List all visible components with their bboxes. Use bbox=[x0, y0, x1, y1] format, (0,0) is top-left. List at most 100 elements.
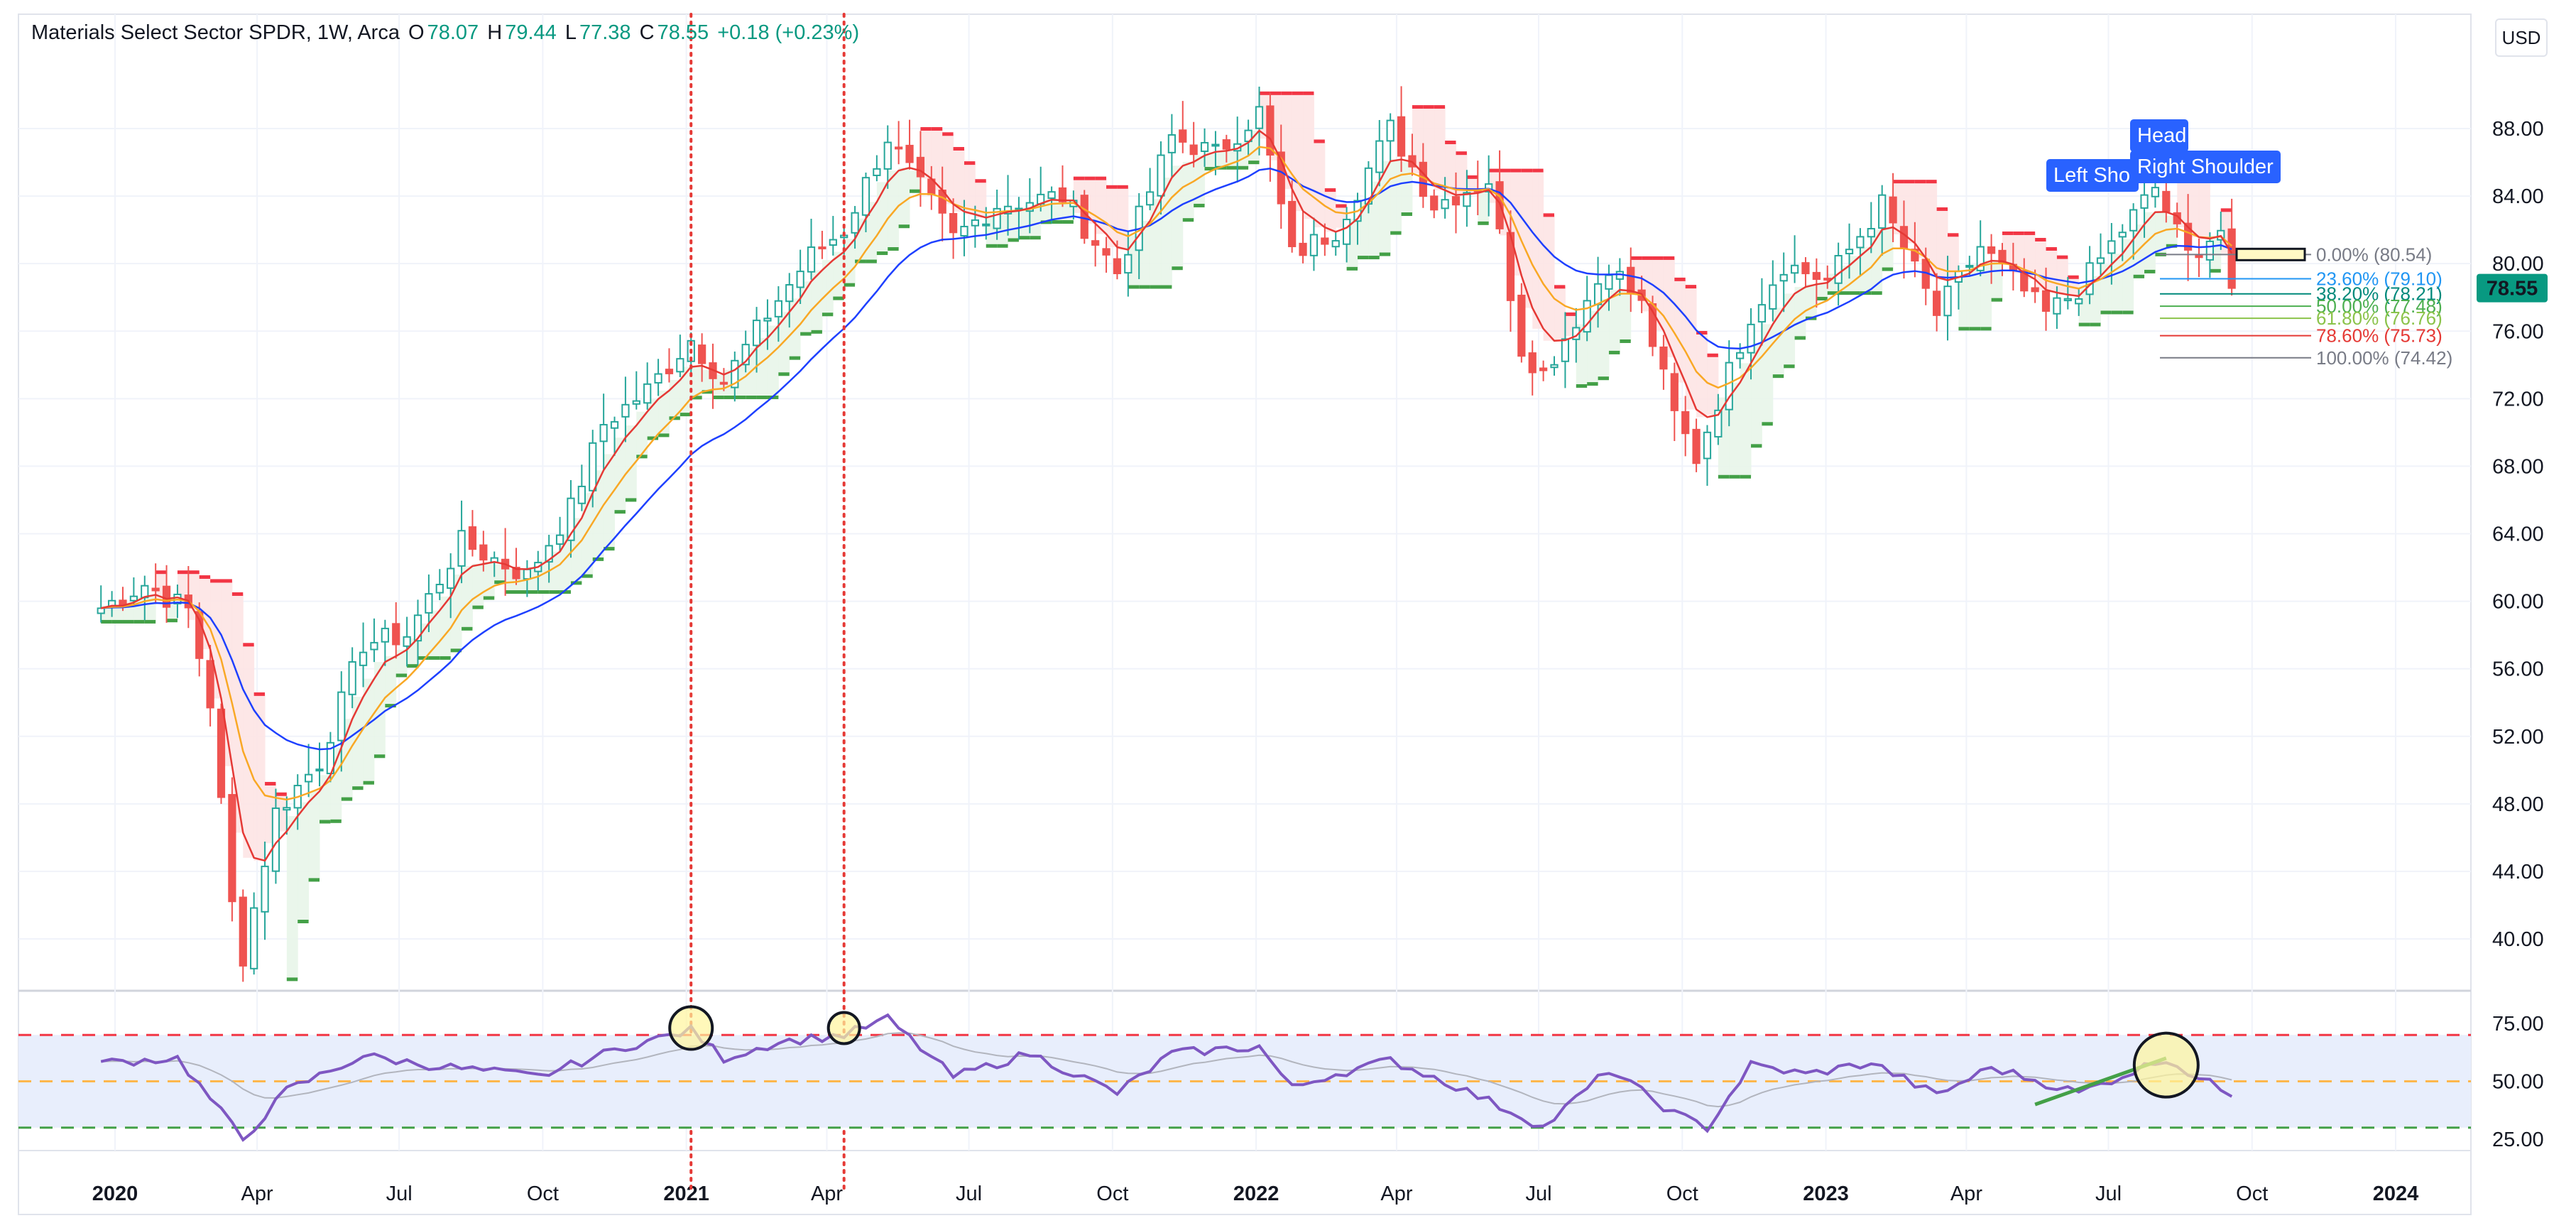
stop-band-fill-up bbox=[373, 662, 386, 756]
stop-band-fill-up bbox=[582, 493, 594, 577]
stop-band-fill-up bbox=[363, 678, 375, 783]
stop-band-fill-up bbox=[614, 437, 626, 512]
candle-body bbox=[1736, 352, 1745, 359]
time-tick-label: 2023 bbox=[1803, 1183, 1849, 1205]
stop-band-fill-up bbox=[385, 656, 397, 706]
stop-band-fill-down bbox=[1445, 142, 1457, 195]
rsi-tick-label: 75.00 bbox=[2492, 1013, 2544, 1036]
time-tick-label: Oct bbox=[1096, 1183, 1128, 1205]
stop-band-fill-up bbox=[625, 425, 637, 500]
candle-body bbox=[97, 607, 105, 614]
candle-body bbox=[1790, 264, 1799, 274]
candle-body bbox=[261, 865, 269, 913]
candle-body bbox=[370, 641, 378, 651]
candle-body bbox=[1593, 283, 1603, 305]
stop-band-fill-down bbox=[2046, 249, 2058, 293]
candle-body bbox=[2085, 262, 2094, 295]
stop-band-fill-up bbox=[298, 802, 310, 922]
stop-band-fill-down bbox=[1456, 153, 1468, 195]
candle-body bbox=[315, 768, 324, 772]
stop-band-fill-up bbox=[1160, 178, 1172, 288]
stop-band-fill-down bbox=[1948, 234, 1959, 278]
candle-body bbox=[796, 271, 804, 288]
candle-body bbox=[1167, 134, 1176, 153]
candle-body bbox=[1714, 409, 1723, 437]
rsi-highlight-circle bbox=[826, 1011, 861, 1045]
candle-body bbox=[151, 587, 160, 592]
candle-body bbox=[1583, 300, 1591, 333]
price-tick-label: 52.00 bbox=[2492, 726, 2544, 749]
candle-body bbox=[1757, 304, 1767, 323]
close-label: C bbox=[639, 21, 655, 44]
candle-body bbox=[1179, 129, 1187, 143]
stop-band-fill-down bbox=[942, 134, 954, 205]
price-tick-label: 72.00 bbox=[2492, 388, 2544, 411]
stop-band-fill-up bbox=[1740, 363, 1752, 477]
rsi-ma-line bbox=[101, 1032, 2232, 1108]
stop-band-fill-down bbox=[1314, 141, 1326, 228]
candle-body bbox=[589, 442, 597, 491]
stop-band-fill-up bbox=[1882, 227, 1894, 270]
candle-body bbox=[960, 225, 968, 237]
time-tick-label: 2021 bbox=[663, 1183, 709, 1205]
candle-body bbox=[1747, 323, 1755, 354]
candle-body bbox=[1605, 274, 1613, 290]
stop-band-fill-down bbox=[1685, 286, 1697, 410]
stop-band-fill-up bbox=[756, 337, 768, 398]
candle-body bbox=[1943, 286, 1952, 317]
candle-body bbox=[2041, 290, 2051, 312]
candle-body bbox=[283, 807, 291, 811]
candle-body bbox=[2227, 228, 2236, 289]
candle-body bbox=[993, 207, 1001, 229]
candle-body bbox=[577, 485, 586, 504]
candle-body bbox=[643, 383, 652, 404]
candle-body bbox=[2107, 240, 2116, 254]
time-tick-label: Apr bbox=[241, 1183, 273, 1205]
stop-band-fill-up bbox=[669, 379, 681, 418]
stop-band-fill-up bbox=[767, 325, 779, 398]
pattern-label-text: Left Sho bbox=[2053, 164, 2130, 187]
stop-band-fill-down bbox=[2013, 233, 2025, 273]
stop-band-fill-down bbox=[2024, 233, 2036, 280]
stop-band-fill-up bbox=[778, 312, 790, 374]
price-tick-label: 68.00 bbox=[2492, 455, 2544, 478]
stop-band-fill-down bbox=[2198, 174, 2210, 239]
stop-band-fill-down bbox=[1106, 187, 1118, 248]
candle-body bbox=[1976, 246, 1985, 271]
time-tick-label: 2024 bbox=[2373, 1183, 2419, 1205]
candle-body bbox=[1058, 187, 1067, 202]
candle-body bbox=[1965, 264, 1974, 268]
candle-body bbox=[1550, 364, 1559, 369]
candle-body bbox=[2151, 187, 2160, 197]
stop-band-fill-up bbox=[1860, 246, 1872, 293]
candle-body bbox=[129, 595, 138, 602]
candle-body bbox=[2129, 209, 2138, 232]
stop-band-fill-up bbox=[2155, 212, 2167, 255]
stop-band-fill-up bbox=[844, 239, 856, 286]
stop-band-fill-up bbox=[1172, 165, 1184, 268]
candle-body bbox=[1255, 106, 1264, 129]
ema-mid-line bbox=[101, 146, 2233, 801]
stop-band-fill-down bbox=[953, 148, 965, 212]
stop-band-fill-down bbox=[1926, 181, 1938, 278]
candle-body bbox=[1397, 116, 1406, 157]
candle-body bbox=[1222, 139, 1230, 150]
currency-button[interactable]: USD bbox=[2495, 18, 2548, 57]
price-tick-label: 40.00 bbox=[2492, 928, 2544, 951]
candle-body bbox=[621, 403, 630, 418]
candle-body bbox=[1670, 373, 1679, 411]
price-tick-label: 56.00 bbox=[2492, 658, 2544, 681]
candle-body bbox=[741, 344, 750, 366]
candle-body bbox=[1277, 151, 1285, 205]
candle-body bbox=[1769, 284, 1777, 310]
stop-band-fill-up bbox=[462, 566, 473, 629]
candle-body bbox=[2118, 232, 2127, 238]
candle-body bbox=[1845, 249, 1854, 255]
candle-body bbox=[2020, 270, 2029, 292]
stop-band-fill-up bbox=[1969, 264, 1981, 329]
candle-body bbox=[2205, 240, 2214, 261]
stop-band-fill-up bbox=[308, 791, 320, 880]
fib-highlight-box bbox=[2235, 247, 2306, 261]
candle-body bbox=[2195, 254, 2203, 259]
